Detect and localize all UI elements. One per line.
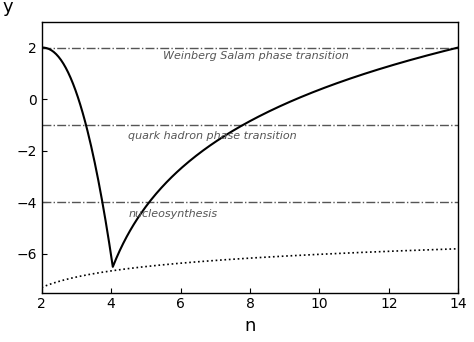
Text: Weinberg Salam phase transition: Weinberg Salam phase transition bbox=[163, 51, 349, 61]
X-axis label: n: n bbox=[244, 317, 255, 335]
Y-axis label: y: y bbox=[3, 0, 14, 16]
Text: nucleosynthesis: nucleosynthesis bbox=[128, 209, 218, 219]
Text: quark hadron phase transition: quark hadron phase transition bbox=[128, 131, 297, 141]
